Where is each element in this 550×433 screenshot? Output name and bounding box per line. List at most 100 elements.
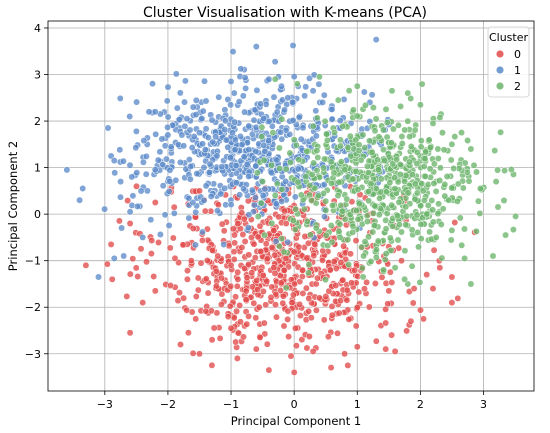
data-point-cluster-1: [158, 135, 166, 143]
data-point-cluster-1: [261, 185, 269, 193]
data-point-cluster-0: [132, 264, 140, 272]
data-point-cluster-1: [265, 75, 273, 83]
data-point-cluster-2: [353, 207, 360, 215]
data-point-cluster-0: [303, 254, 311, 262]
data-point-cluster-2: [404, 280, 412, 288]
data-point-cluster-0: [263, 340, 271, 348]
data-point-cluster-0: [208, 336, 216, 344]
data-point-cluster-0: [288, 299, 296, 307]
data-point-cluster-2: [413, 189, 421, 197]
data-point-cluster-2: [278, 185, 286, 193]
data-point-cluster-2: [268, 219, 276, 227]
data-point-cluster-2: [398, 228, 405, 236]
data-point-cluster-0: [233, 282, 241, 290]
data-point-cluster-2: [371, 222, 379, 229]
data-point-cluster-1: [119, 157, 127, 165]
data-point-cluster-1: [165, 222, 173, 229]
data-point-cluster-2: [407, 143, 415, 150]
data-point-cluster-1: [221, 126, 229, 134]
data-point-cluster-2: [337, 158, 345, 166]
legend-marker-1: [495, 65, 505, 75]
data-point-cluster-1: [294, 165, 302, 173]
x-tick-label: −1: [223, 398, 239, 411]
data-point-cluster-2: [411, 180, 419, 188]
data-point-cluster-0: [134, 273, 142, 280]
data-point-cluster-0: [361, 285, 368, 293]
data-point-cluster-1: [245, 122, 253, 130]
data-point-cluster-0: [260, 319, 268, 327]
data-point-cluster-0: [189, 349, 197, 357]
data-point-cluster-0: [302, 284, 310, 292]
data-point-cluster-0: [231, 239, 239, 247]
data-point-cluster-0: [224, 313, 232, 321]
data-point-cluster-2: [401, 178, 409, 185]
data-point-cluster-1: [319, 98, 327, 106]
data-point-cluster-2: [467, 280, 475, 288]
data-point-cluster-2: [313, 147, 321, 155]
data-point-cluster-1: [159, 182, 167, 190]
data-point-cluster-1: [95, 273, 102, 281]
data-point-cluster-1: [186, 175, 194, 183]
data-point-cluster-0: [284, 307, 292, 315]
data-point-cluster-1: [278, 197, 286, 205]
data-point-cluster-0: [282, 254, 290, 262]
data-point-cluster-1: [185, 194, 193, 202]
data-point-cluster-1: [175, 116, 183, 124]
data-point-cluster-0: [386, 268, 394, 276]
data-point-cluster-2: [275, 242, 283, 250]
data-point-cluster-0: [292, 342, 300, 350]
data-point-cluster-2: [344, 144, 352, 151]
data-point-cluster-2: [322, 197, 330, 205]
data-point-cluster-2: [322, 231, 330, 239]
data-point-cluster-0: [263, 277, 271, 285]
data-point-cluster-2: [437, 221, 445, 228]
data-point-cluster-1: [240, 153, 248, 161]
data-point-cluster-1: [261, 147, 269, 155]
data-point-cluster-0: [332, 282, 340, 289]
data-point-cluster-0: [226, 302, 234, 310]
data-point-cluster-1: [101, 205, 109, 213]
data-point-cluster-2: [389, 222, 397, 230]
data-point-cluster-0: [290, 248, 298, 256]
data-point-cluster-2: [497, 128, 505, 136]
axis-ticks: −3 −2 −1 0 1 2 3 −3 −2 −1 0 1 2 3 4: [25, 22, 487, 411]
data-point-cluster-2: [491, 147, 499, 155]
data-point-cluster-1: [271, 58, 279, 66]
data-point-cluster-1: [196, 129, 203, 137]
y-tick-label: 4: [34, 22, 41, 35]
data-point-cluster-1: [164, 123, 172, 131]
data-point-cluster-1: [328, 105, 336, 113]
data-point-cluster-2: [347, 152, 355, 160]
data-point-cluster-2: [421, 172, 429, 180]
data-point-cluster-0: [241, 238, 249, 245]
data-point-cluster-1: [227, 154, 234, 162]
data-point-cluster-1: [309, 87, 317, 95]
legend-box: [487, 26, 530, 98]
data-point-cluster-1: [185, 214, 193, 222]
data-point-cluster-1: [336, 117, 344, 125]
data-point-cluster-2: [382, 250, 390, 258]
data-point-cluster-1: [202, 125, 210, 133]
data-point-cluster-0: [103, 260, 111, 268]
data-point-cluster-1: [139, 158, 147, 166]
data-point-cluster-2: [458, 129, 465, 137]
data-point-cluster-1: [312, 132, 320, 140]
data-point-cluster-1: [231, 118, 239, 126]
y-axis-label: Principal Component 2: [6, 141, 20, 271]
data-point-cluster-0: [270, 227, 278, 234]
data-point-cluster-0: [403, 327, 411, 335]
data-point-cluster-0: [312, 306, 320, 314]
data-point-cluster-0: [203, 257, 211, 264]
data-point-cluster-2: [415, 243, 422, 251]
data-point-cluster-0: [305, 307, 313, 315]
data-point-cluster-2: [402, 221, 410, 229]
data-point-cluster-0: [271, 251, 279, 259]
data-point-cluster-1: [320, 181, 328, 189]
data-point-cluster-2: [376, 194, 384, 202]
data-point-cluster-2: [429, 218, 437, 226]
data-point-cluster-1: [116, 146, 124, 154]
data-point-cluster-1: [170, 209, 178, 217]
data-point-cluster-2: [286, 159, 294, 166]
data-point-cluster-0: [192, 315, 200, 323]
data-point-cluster-2: [345, 261, 353, 268]
